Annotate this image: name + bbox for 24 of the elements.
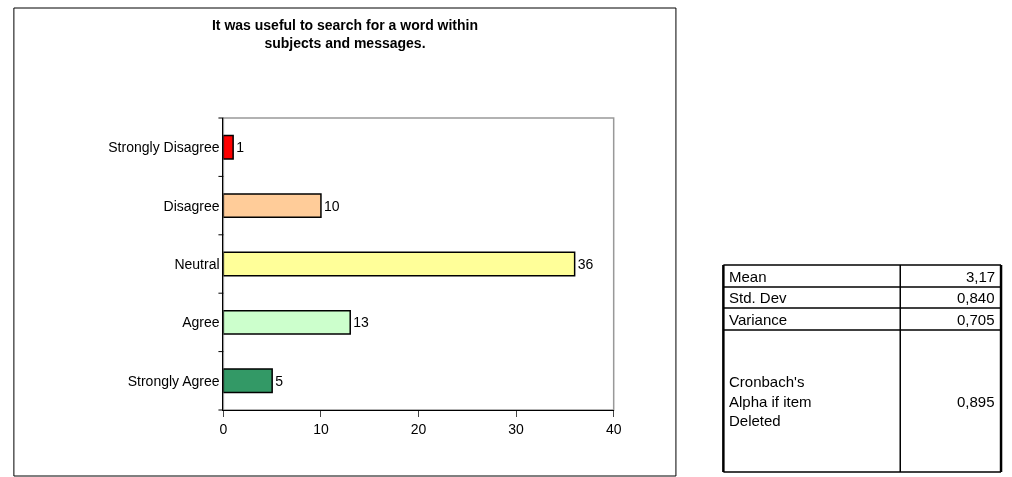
chart-title: It was useful to search for a word within subjects and messages.: [211, 17, 479, 52]
text: 0,895: [957, 393, 995, 410]
x-tick-label: 10: [313, 420, 329, 437]
text: 0,840: [957, 289, 995, 306]
x-tick-label: 30: [508, 420, 525, 437]
data-label: 10: [323, 197, 340, 214]
y-tick-label: Disagree: [163, 197, 220, 214]
y-tick-label: Strongly Agree: [127, 372, 220, 389]
text: 0,705: [957, 311, 995, 328]
data-label: 5: [275, 372, 284, 389]
x-tick-label: 0: [219, 420, 228, 437]
text: 3,17: [966, 268, 996, 285]
y-tick-label: Strongly Disagree: [108, 139, 220, 156]
data-label: 13: [353, 314, 369, 331]
x-tick-label: 40: [605, 420, 622, 437]
y-tick-label: Neutral: [174, 255, 220, 272]
text: Cronbach's Alpha if item Deleted: [729, 373, 812, 429]
text: Std. Dev: [729, 289, 788, 306]
data-label: 1: [236, 139, 245, 156]
x-tick-label: 20: [410, 420, 427, 437]
data-label: 36: [577, 256, 594, 272]
y-tick-label: Agree: [182, 314, 220, 331]
text: Variance: [729, 311, 788, 328]
text: Mean: [729, 268, 767, 285]
